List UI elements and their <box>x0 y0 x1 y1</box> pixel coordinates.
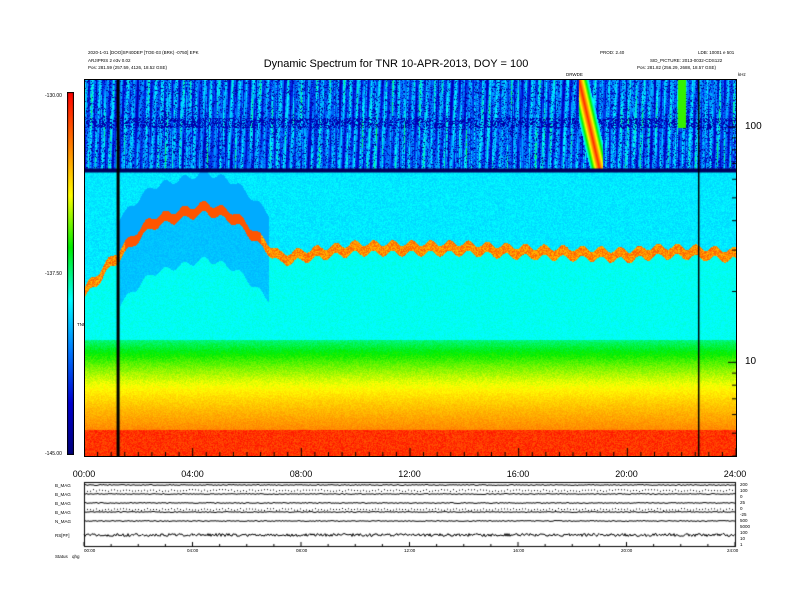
x-tick-label: 20:00 <box>615 469 638 479</box>
colorbar <box>67 92 74 455</box>
header-left-line3: Pos: 281.59 (257.59, 4126, 18.52 GSE) <box>88 65 168 70</box>
panel-right-label: 200 <box>740 482 748 487</box>
y-tick-label: 10 <box>745 356 757 368</box>
header-right-corner: kHz <box>738 72 746 77</box>
x-tick-label: 00:00 <box>72 469 96 479</box>
panel-right-label: -25 <box>740 512 747 517</box>
panel-right-label: 5000 <box>740 524 751 529</box>
spectrogram-plot <box>84 79 736 456</box>
panel-row-label: N_MAG <box>55 519 72 524</box>
panel-row-label: B_MAG <box>55 510 71 515</box>
footer-label: qhg <box>72 554 80 559</box>
panel-row-label: B_MAG <box>55 501 71 506</box>
x-tick-label: 08:00 <box>289 469 313 479</box>
panel-tick-label: 16:00 <box>513 548 525 553</box>
header-right-line4: Pos: 281.82 (256.29, 2688, 18.57 GSE) <box>637 65 717 70</box>
panel-right-label: 0 <box>740 494 743 499</box>
header-right-line2: LDB: 10001 e 501 <box>698 50 735 55</box>
x-tick-label: 24:00 <box>723 469 747 479</box>
colorbar-min-label: -145.00 <box>45 451 62 457</box>
colorbar-unit-label: TNR <box>77 322 87 327</box>
panel-tick-label: 00:00 <box>84 548 96 553</box>
burst-marker-label: DRWDE <box>566 72 583 77</box>
panel-right-label: 100 <box>740 530 748 535</box>
x-tick-label: 04:00 <box>181 469 204 479</box>
panel-right-label: 25 <box>740 500 746 505</box>
plot-frame <box>84 79 737 457</box>
panel-tick-label: 08:00 <box>296 548 308 553</box>
panel-row-label: B_MAG <box>55 492 71 497</box>
header-left-line2: ARJIPRIS 2 e3v 0.02 <box>88 58 131 63</box>
panel-right-label: 1 <box>740 542 743 547</box>
x-tick-label: 12:00 <box>398 469 421 479</box>
panel-row-label: B_MAG <box>55 483 71 488</box>
y-tick-label: 100 <box>745 121 762 133</box>
panel-tick-label: 20:00 <box>621 548 633 553</box>
colorbar-max-label: -130.00 <box>45 93 62 99</box>
header-right-line1: PROD: 2.40 <box>600 50 625 55</box>
panel-right-label: 10 <box>740 536 746 541</box>
panel-right-label: 100 <box>740 488 748 493</box>
header-right-line3: SID_PICTURE: 2013-0032-CDS122 <box>650 58 723 63</box>
panel-tick-label: 24:00 <box>727 548 739 553</box>
panel-right-label: 0 <box>740 506 743 511</box>
header-left-line1: 2020-1-01 [DOO]SP40DEP [TOE-03 (BRK) -07… <box>88 50 199 55</box>
panel-row-label: RS[PF] <box>55 533 70 538</box>
panel-tick-label: 12:00 <box>404 548 416 553</box>
chart-title: Dynamic Spectrum for TNR 10-APR-2013, DO… <box>263 58 529 70</box>
panel-right-label: 500 <box>740 518 748 523</box>
panel-tick-label: 04:00 <box>187 548 199 553</box>
footer-label: Status <box>55 554 68 559</box>
x-tick-label: 16:00 <box>506 469 530 479</box>
colorbar-mid-label: -137.50 <box>45 271 62 277</box>
ancillary-data-panel <box>0 478 792 612</box>
